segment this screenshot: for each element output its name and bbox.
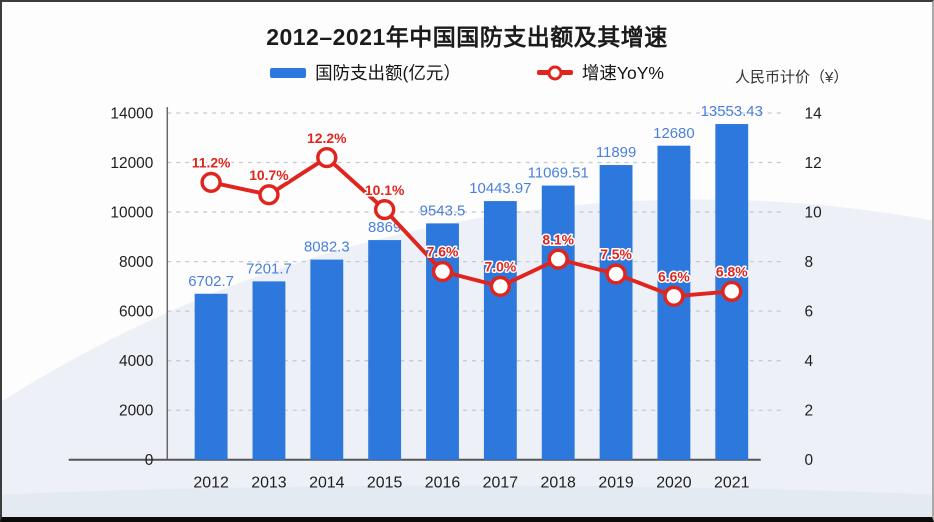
yoy-marker-2015 bbox=[373, 198, 396, 221]
legend-item-yoy-growth: 增速YoY% bbox=[536, 60, 664, 85]
left-axis-tick-label: 8000 bbox=[119, 254, 153, 271]
bar-value-label: 8869 bbox=[368, 220, 401, 236]
bar-value-label: 12680 bbox=[653, 126, 695, 142]
bar-value-label: 8082.3 bbox=[304, 240, 350, 256]
bar-2014 bbox=[310, 259, 344, 460]
background-bottom-band bbox=[2, 485, 932, 517]
right-axis-tick-label: 4 bbox=[805, 353, 814, 370]
bar-2017 bbox=[483, 201, 517, 460]
bar-2012 bbox=[194, 293, 228, 460]
x-axis-tick-label: 2013 bbox=[251, 474, 287, 491]
legend: 国防支出额(亿元） 增速YoY% bbox=[2, 60, 932, 85]
yoy-value-label: 7.6% bbox=[427, 244, 459, 260]
right-axis-title: 人民币计价（¥） bbox=[735, 69, 849, 86]
legend-label-yoy-growth: 增速YoY% bbox=[581, 63, 664, 83]
bar-value-label: 6702.7 bbox=[188, 274, 234, 290]
right-axis-tick-label: 6 bbox=[805, 304, 814, 321]
left-axis-tick-label: 10000 bbox=[110, 205, 153, 222]
yoy-marker-2018 bbox=[547, 248, 569, 270]
yoy-value-label: 6.8% bbox=[716, 264, 748, 280]
x-axis-tick-label: 2020 bbox=[656, 474, 692, 491]
chart-title: 2012–2021年中国国防支出额及其增速 bbox=[266, 24, 668, 50]
line-marker-icon bbox=[547, 65, 563, 80]
bar-2018 bbox=[541, 185, 575, 460]
yoy-marker-2012 bbox=[200, 171, 222, 193]
yoy-value-label: 6.6% bbox=[658, 269, 690, 285]
right-axis-tick-label: 10 bbox=[805, 205, 822, 222]
bar-2013 bbox=[252, 281, 286, 460]
bar-value-label: 7201.7 bbox=[246, 262, 292, 278]
yoy-marker-2019 bbox=[605, 263, 627, 285]
left-axis-tick-label: 14000 bbox=[110, 105, 153, 122]
background-wave bbox=[2, 199, 932, 517]
bar-value-label: 11899 bbox=[596, 145, 636, 161]
yoy-value-label: 12.2% bbox=[307, 130, 346, 146]
bar-value-label: 9543.5 bbox=[420, 204, 466, 220]
x-axis-tick-label: 2014 bbox=[309, 474, 345, 491]
right-axis-tick-label: 2 bbox=[805, 403, 814, 420]
bar-series-swatch-icon bbox=[270, 67, 307, 78]
x-axis-tick-label: 2018 bbox=[541, 474, 577, 491]
yoy-marker-2014 bbox=[316, 146, 338, 169]
yoy-line bbox=[209, 155, 734, 299]
yoy-marker-2016 bbox=[431, 260, 454, 283]
right-axis-tick-label: 12 bbox=[805, 155, 822, 172]
yoy-marker-2020 bbox=[663, 285, 685, 307]
x-axis-tick-label: 2015 bbox=[367, 474, 403, 491]
bar-2019 bbox=[599, 165, 633, 460]
left-axis-tick-label: 4000 bbox=[119, 353, 153, 370]
x-axis-tick-label: 2017 bbox=[483, 474, 519, 491]
left-axis-tick-label: 6000 bbox=[119, 304, 153, 321]
right-axis-tick-label: 8 bbox=[805, 254, 814, 271]
yoy-value-label: 11.2% bbox=[192, 155, 231, 171]
legend-label-defense-spending: 国防支出额(亿元） bbox=[315, 63, 461, 83]
bar-value-label: 13553.43 bbox=[701, 104, 763, 120]
x-axis-tick-label: 2012 bbox=[193, 474, 229, 491]
x-axis-tick-label: 2021 bbox=[714, 474, 750, 491]
left-axis-tick-label: 0 bbox=[145, 452, 154, 469]
yoy-value-label: 8.1% bbox=[542, 231, 574, 247]
bar-value-label: 10443.97 bbox=[469, 181, 531, 197]
x-axis-tick-label: 2016 bbox=[425, 474, 461, 491]
yoy-marker-2021 bbox=[721, 280, 743, 302]
yoy-value-label: 7.0% bbox=[484, 259, 516, 275]
yoy-marker-2013 bbox=[258, 184, 280, 206]
right-axis-tick-label: 14 bbox=[805, 105, 823, 122]
x-axis-tick-label: 2019 bbox=[598, 474, 634, 491]
bar-2015 bbox=[368, 240, 402, 460]
left-axis-tick-label: 2000 bbox=[119, 403, 153, 420]
left-axis-tick-label: 12000 bbox=[110, 155, 153, 172]
yoy-value-label: 10.1% bbox=[365, 182, 404, 198]
line-series-swatch-icon bbox=[536, 65, 573, 80]
legend-item-defense-spending: 国防支出额(亿元） bbox=[270, 60, 461, 85]
yoy-marker-2017 bbox=[489, 275, 512, 297]
yoy-value-label: 10.7% bbox=[249, 167, 288, 183]
right-axis-tick-label: 0 bbox=[805, 452, 814, 469]
yoy-value-label: 7.5% bbox=[600, 246, 632, 262]
bar-value-label: 11069.51 bbox=[528, 166, 589, 182]
